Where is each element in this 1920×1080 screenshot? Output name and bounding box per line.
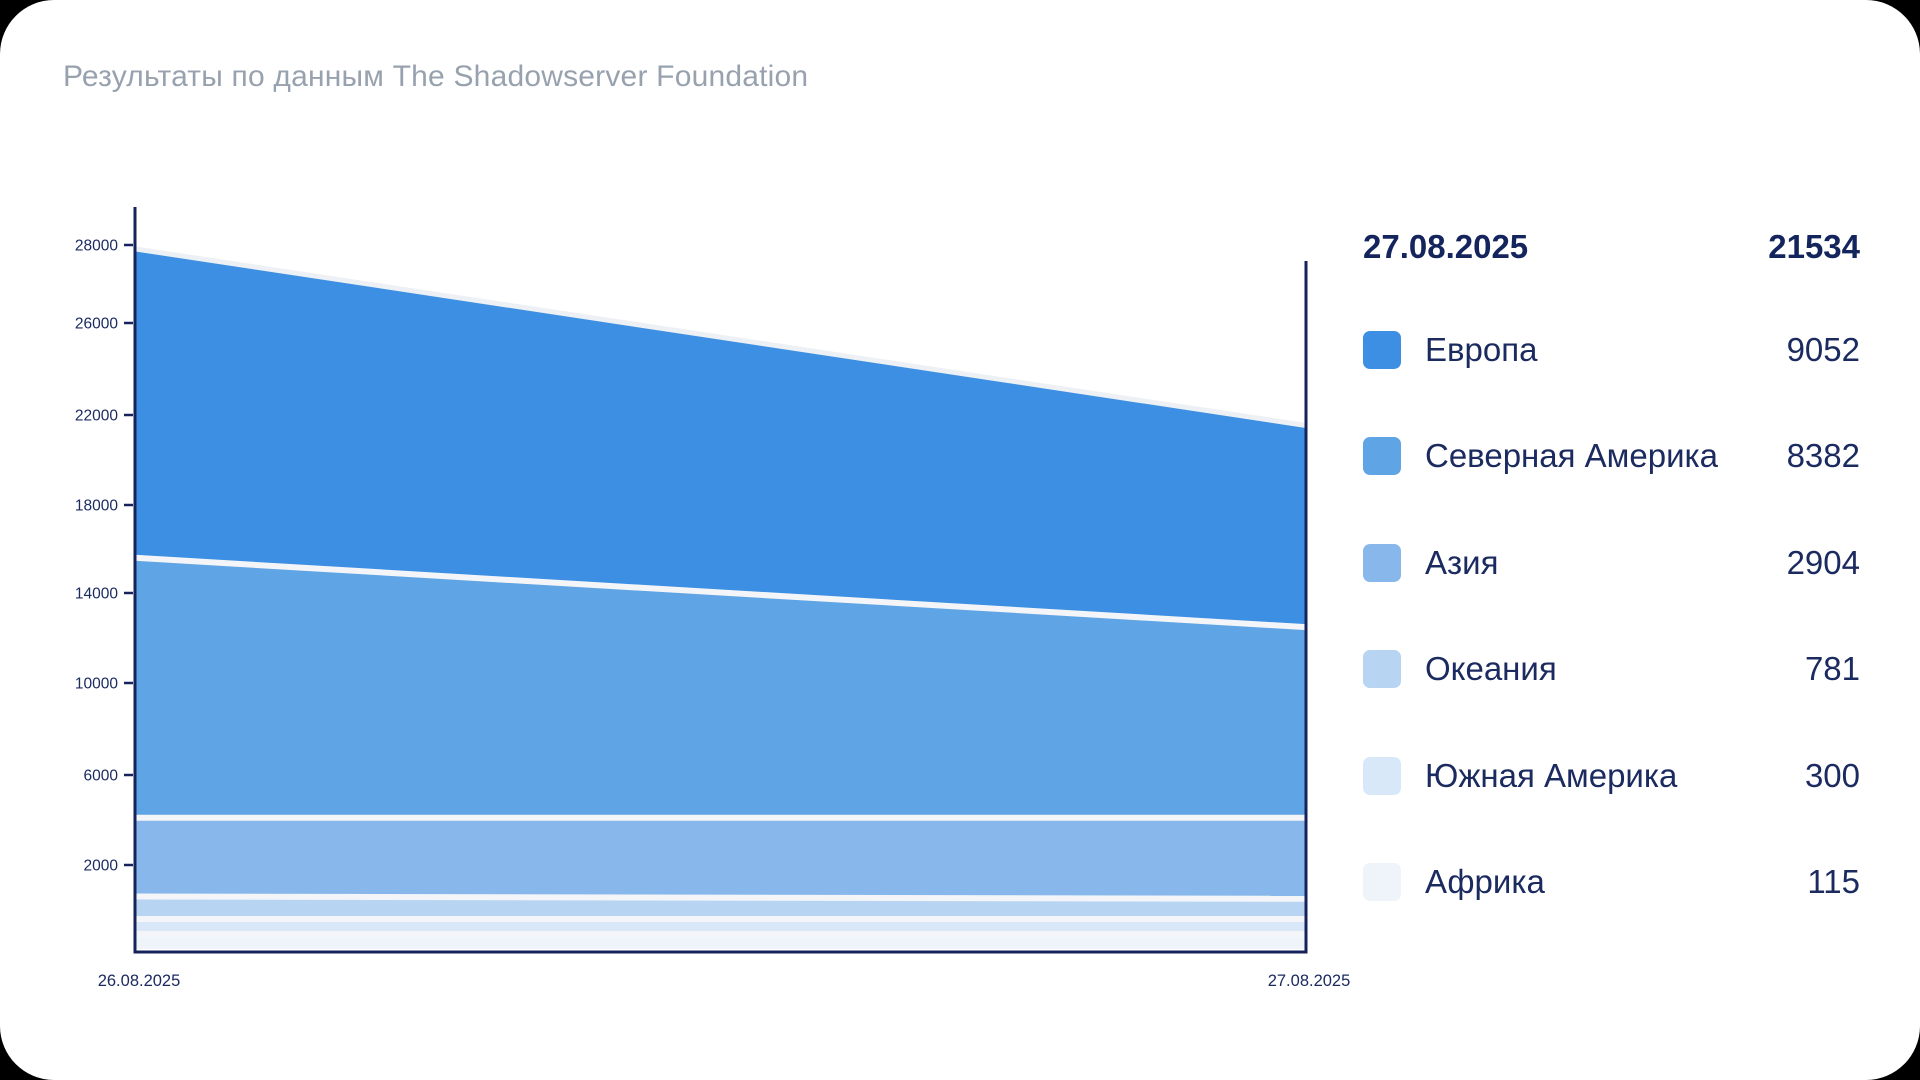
legend-label: Океания (1425, 650, 1557, 688)
legend-swatch-south-america (1363, 756, 1401, 795)
legend-label: Европа (1425, 331, 1538, 368)
legend-row-europe[interactable]: Европа 9052 (1363, 331, 1860, 369)
legend-swatch-europe (1363, 331, 1401, 369)
y-tick-label: 10000 (75, 676, 118, 693)
legend-value: 300 (1804, 756, 1860, 794)
legend-swatch-asia (1363, 543, 1401, 582)
y-tick-label: 18000 (75, 498, 118, 515)
area-band-north-america (135, 557, 1306, 818)
legend-label: Южная Америка (1425, 756, 1678, 794)
band-boundary-gap (134, 554, 1307, 631)
legend-panel: 27.08.2025 21534 Европа 9052 Северная Амер… (1363, 228, 1860, 918)
area-band-asia (135, 817, 1306, 899)
y-tick-label: 6000 (84, 768, 119, 785)
legend-swatch-oceania (1363, 650, 1401, 689)
legend-swatch-africa (1363, 863, 1401, 901)
y-tick-label: 28000 (75, 238, 118, 255)
y-tick-label: 14000 (75, 586, 118, 603)
legend-swatch-north-america (1363, 437, 1401, 476)
y-tick-label: 2000 (84, 858, 119, 875)
area-band-africa (135, 934, 1306, 949)
area-band-europe (135, 248, 1306, 628)
band-boundary-gap (134, 893, 1307, 902)
legend-header-date: 27.08.2025 (1363, 228, 1529, 265)
legend-row-north-america[interactable]: Северная Америка 8382 (1363, 437, 1860, 476)
area-band-oceania (135, 896, 1306, 919)
y-tick-label: 22000 (75, 408, 118, 425)
legend-value: 2904 (1786, 543, 1860, 581)
legend-label: Азия (1425, 543, 1499, 581)
page-title: Результаты по данным The Shadowserver Fo… (63, 60, 809, 93)
x-axis-label: 27.08.2025 (1268, 972, 1351, 990)
legend-row-oceania[interactable]: Океания 781 (1363, 650, 1860, 689)
legend-header-total: 21534 (1768, 228, 1860, 265)
x-axis-label: 26.08.2025 (98, 972, 181, 990)
legend-label: Африка (1425, 863, 1545, 900)
y-tick-label: 26000 (75, 316, 118, 333)
legend-row-africa[interactable]: Африка 115 (1363, 863, 1860, 901)
legend-row-south-america[interactable]: Южная Америка 300 (1363, 756, 1860, 795)
area-top-edge (134, 246, 1307, 428)
legend-value: 781 (1804, 650, 1860, 688)
legend-label: Северная Америка (1425, 437, 1719, 475)
legend-header: 27.08.2025 21534 (1363, 228, 1860, 266)
legend-row-asia[interactable]: Азия 2904 (1363, 543, 1860, 582)
legend-value: 8382 (1786, 437, 1860, 475)
area-band-south-america (135, 919, 1306, 934)
legend-value: 115 (1807, 863, 1860, 900)
legend-value: 9052 (1786, 331, 1860, 368)
